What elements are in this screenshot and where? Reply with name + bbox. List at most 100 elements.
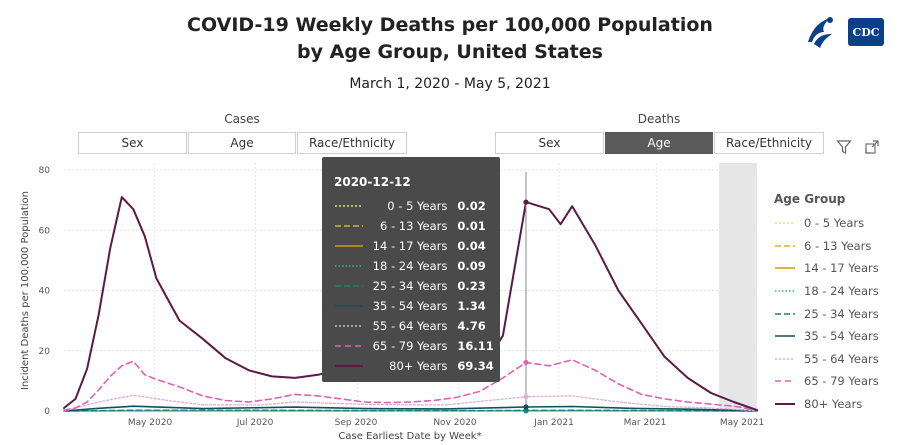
series-line-7 xyxy=(63,394,758,412)
date-range-subtitle: March 1, 2020 - May 5, 2021 xyxy=(349,76,551,92)
y-tick-label: 0 xyxy=(44,407,50,417)
tooltip-row: 18 - 24 Years 0.09 xyxy=(334,256,500,276)
legend-item[interactable]: 6 - 13 Years xyxy=(774,235,919,258)
tooltip-row: 14 - 17 Years 0.04 xyxy=(334,236,500,256)
chart-title: COVID-19 Weekly Deaths per 100,000 Popul… xyxy=(150,12,750,66)
y-tick-label: 60 xyxy=(39,226,51,236)
x-tick-label: Jul 2020 xyxy=(236,418,274,428)
x-axis-title: Case Earliest Date by Week* xyxy=(338,431,481,442)
chart-title-line-1: COVID-19 Weekly Deaths per 100,000 Popul… xyxy=(187,14,713,36)
tooltip-row: 6 - 13 Years 0.01 xyxy=(334,216,500,236)
tooltip-row: 55 - 64 Years 4.76 xyxy=(334,316,500,336)
legend-item-label: 65 - 79 Years xyxy=(804,374,879,389)
series-line-8 xyxy=(63,359,758,411)
legend-swatch-icon xyxy=(775,222,795,224)
expand-icon[interactable] xyxy=(864,139,880,155)
legend-swatch-icon xyxy=(335,345,363,347)
tooltip-date: 2020-12-12 xyxy=(334,175,411,189)
legend-swatch-icon xyxy=(775,312,795,315)
series-line-5 xyxy=(63,409,758,412)
legend-swatch-icon xyxy=(775,335,795,338)
tooltip-row-value: 69.34 xyxy=(457,359,494,373)
legend-swatch-icon xyxy=(775,403,795,406)
filter-icon[interactable] xyxy=(836,139,852,155)
legend-swatch-icon xyxy=(335,265,363,267)
legend-item-label: 0 - 5 Years xyxy=(804,216,865,231)
x-tick-label: Mar 2021 xyxy=(624,418,667,428)
legend-item[interactable]: 55 - 64 Years xyxy=(774,348,919,371)
tooltip-row-label: 14 - 17 Years xyxy=(372,239,448,253)
x-tick-label: Nov 2020 xyxy=(433,418,477,428)
tooltip-row-value: 0.01 xyxy=(457,219,486,233)
y-tick-label: 20 xyxy=(39,347,51,357)
tooltip-row-label: 25 - 34 Years xyxy=(372,279,448,293)
legend-item[interactable]: 25 - 34 Years xyxy=(774,302,919,325)
tooltip-row-label: 0 - 5 Years xyxy=(387,199,448,213)
legend-swatch-icon xyxy=(775,290,795,292)
hover-point xyxy=(523,199,529,205)
x-tick-label: Jan 2021 xyxy=(533,418,574,428)
legend-item[interactable]: 65 - 79 Years xyxy=(774,370,919,393)
legend-swatch-icon xyxy=(335,205,363,207)
cases-filter-label: Cases xyxy=(224,112,260,126)
y-tick-label: 40 xyxy=(39,287,51,297)
legend-swatch-icon xyxy=(335,245,363,247)
legend-item-label: 25 - 34 Years xyxy=(804,306,879,321)
legend-swatch-icon xyxy=(335,225,363,227)
x-tick-label: May 2021 xyxy=(720,418,764,428)
hover-tooltip: 2020-12-12 0 - 5 Years 0.02 6 - 13 Years 0.… xyxy=(322,157,500,382)
legend-swatch-icon xyxy=(775,380,795,383)
y-tick-label: 80 xyxy=(39,166,51,176)
tooltip-row-value: 0.09 xyxy=(457,259,486,273)
cases-sex-button[interactable]: Sex xyxy=(78,132,187,154)
tooltip-row: 0 - 5 Years 0.02 xyxy=(334,196,500,216)
tooltip-row: 25 - 34 Years 0.23 xyxy=(334,276,500,296)
legend-item[interactable]: 14 - 17 Years xyxy=(774,257,919,280)
incomplete-data-shaded-region xyxy=(719,163,757,411)
cases-race-ethnicity-button[interactable]: Race/Ethnicity xyxy=(297,132,407,154)
tooltip-row: 65 - 79 Years 16.11 xyxy=(334,336,500,356)
y-axis-title: Incident Deaths per 100,000 Population xyxy=(20,191,31,390)
age-group-legend: Age Group 0 - 5 Years 6 - 13 Years 14 - 17… xyxy=(774,192,919,415)
legend-item[interactable]: 80+ Years xyxy=(774,393,919,416)
tooltip-row-label: 80+ Years xyxy=(389,359,448,373)
legend-swatch-icon xyxy=(335,365,363,367)
legend-item-label: 55 - 64 Years xyxy=(804,351,879,366)
hhs-eagle-logo-icon xyxy=(808,17,833,48)
tooltip-row-value: 1.34 xyxy=(457,299,486,313)
tooltip-row-value: 0.23 xyxy=(457,279,486,293)
x-tick-label: Sep 2020 xyxy=(335,418,378,428)
deaths-age-button[interactable]: Age xyxy=(605,132,713,154)
tooltip-row-label: 65 - 79 Years xyxy=(372,339,448,353)
legend-swatch-icon xyxy=(775,245,795,247)
deaths-filter-label: Deaths xyxy=(637,112,681,126)
legend-item-label: 14 - 17 Years xyxy=(804,261,879,276)
series-line-6 xyxy=(63,405,758,412)
legend-swatch-icon xyxy=(335,305,363,307)
tooltip-row-value: 4.76 xyxy=(457,319,486,333)
legend-item-label: 35 - 54 Years xyxy=(804,329,879,344)
legend-item-label: 6 - 13 Years xyxy=(804,238,872,253)
tooltip-row-value: 0.04 xyxy=(457,239,486,253)
legend-item-label: 18 - 24 Years xyxy=(804,284,879,299)
cdc-logo: CDC xyxy=(848,18,884,46)
cases-age-button[interactable]: Age xyxy=(188,132,296,154)
tooltip-row-label: 6 - 13 Years xyxy=(379,219,448,233)
legend-item[interactable]: 18 - 24 Years xyxy=(774,280,919,303)
tooltip-row: 80+ Years 69.34 xyxy=(334,356,500,376)
tooltip-row-value: 16.11 xyxy=(457,339,494,353)
hover-point xyxy=(523,359,529,366)
deaths-sex-button[interactable]: Sex xyxy=(495,132,604,154)
legend-item[interactable]: 0 - 5 Years xyxy=(774,212,919,235)
tooltip-row-label: 18 - 24 Years xyxy=(372,259,448,273)
tooltip-row-label: 35 - 54 Years xyxy=(372,299,448,313)
tooltip-row-value: 0.02 xyxy=(457,199,486,213)
legend-title: Age Group xyxy=(774,192,846,206)
legend-item[interactable]: 35 - 54 Years xyxy=(774,325,919,348)
tooltip-row-label: 55 - 64 Years xyxy=(372,319,448,333)
x-tick-label: May 2020 xyxy=(128,418,173,428)
legend-swatch-icon xyxy=(335,325,363,327)
legend-swatch-icon xyxy=(775,267,795,270)
deaths-race-ethnicity-button[interactable]: Race/Ethnicity xyxy=(714,132,824,154)
legend-swatch-icon xyxy=(775,358,795,360)
